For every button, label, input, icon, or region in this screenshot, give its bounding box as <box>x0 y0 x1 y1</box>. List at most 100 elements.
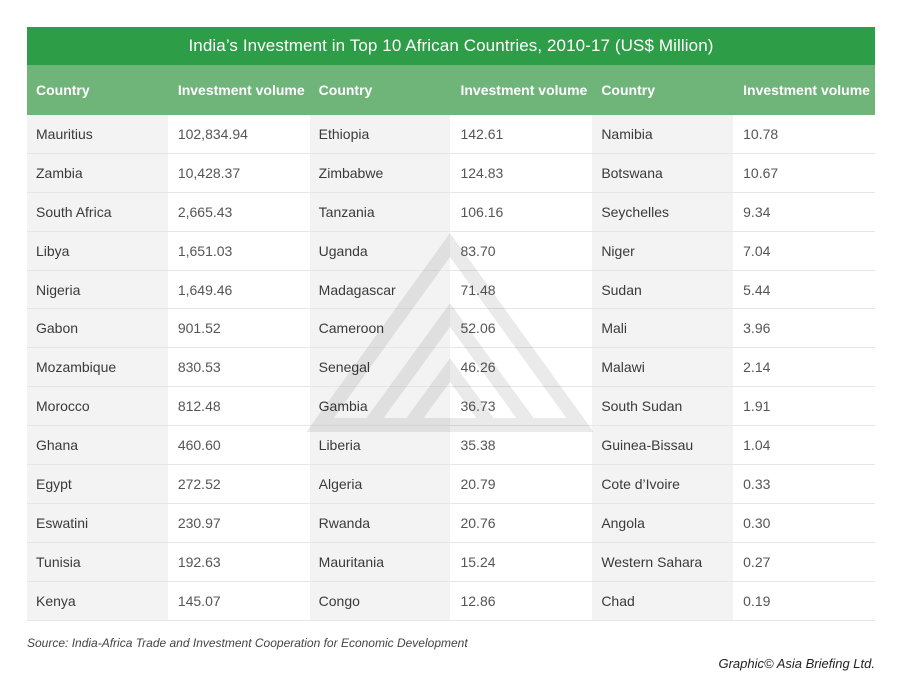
investment-value-cell: 35.38 <box>450 426 593 465</box>
investment-value-cell: 142.61 <box>450 115 593 153</box>
table-row: Mozambique 830.53 Senegal 46.26 Malawi 2.14 <box>27 348 875 388</box>
country-cell: Botswana <box>592 153 734 192</box>
investment-value-cell: 36.73 <box>450 387 593 426</box>
country-cell: Morocco <box>27 387 168 426</box>
investment-value-cell: 1,651.03 <box>167 231 310 270</box>
column-header-country: Country <box>318 82 373 98</box>
column-header-investment: Investment volume <box>743 82 870 98</box>
investment-value-cell: 0.33 <box>733 465 875 503</box>
country-cell: Libya <box>27 231 168 270</box>
country-cell: Gabon <box>27 309 168 348</box>
investment-value-cell: 2.14 <box>733 348 875 387</box>
country-cell: Egypt <box>27 465 168 503</box>
country-cell: Ethiopia <box>309 115 451 153</box>
table-header: Country Investment volume Country Invest… <box>27 65 875 115</box>
investment-value-cell: 901.52 <box>167 309 310 348</box>
graphic-credit: Graphic© Asia Briefing Ltd. <box>718 656 875 671</box>
country-cell: Madagascar <box>309 270 451 309</box>
investment-value-cell: 5.44 <box>733 270 875 309</box>
investment-value-cell: 460.60 <box>167 426 310 465</box>
country-cell: South Africa <box>27 192 168 231</box>
country-cell: Mali <box>592 309 734 348</box>
country-cell: Ghana <box>27 426 168 465</box>
investment-value-cell: 20.79 <box>450 465 593 503</box>
country-cell: South Sudan <box>592 387 734 426</box>
investment-value-cell: 9.34 <box>733 192 875 231</box>
investment-value-cell: 3.96 <box>733 309 875 348</box>
country-cell: Malawi <box>592 348 734 387</box>
investment-value-cell: 83.70 <box>450 231 593 270</box>
country-cell: Seychelles <box>592 192 734 231</box>
country-cell: Angola <box>592 503 734 542</box>
investment-value-cell: 7.04 <box>733 231 875 270</box>
column-header-investment: Investment volume <box>460 82 588 98</box>
table-row: Ghana 460.60 Liberia 35.38 Guinea-Bissau 1.04 <box>27 426 875 466</box>
country-cell: Nigeria <box>27 270 168 309</box>
investment-value-cell: 1,649.46 <box>167 270 310 309</box>
country-cell: Kenya <box>27 581 168 620</box>
investment-value-cell: 20.76 <box>450 503 593 542</box>
column-header-country: Country <box>601 82 655 98</box>
table-row: Mauritius 102,834.94 Ethiopia 142.61 Namibia… <box>27 115 875 154</box>
table-title: India’s Investment in Top 10 African Cou… <box>27 27 875 65</box>
country-cell: Mozambique <box>27 348 168 387</box>
country-cell: Algeria <box>309 465 451 503</box>
investment-value-cell: 124.83 <box>450 153 593 192</box>
investment-value-cell: 0.19 <box>733 581 875 620</box>
investment-value-cell: 15.24 <box>450 542 593 581</box>
country-cell: Niger <box>592 231 734 270</box>
table-row: Zambia 10,428.37 Zimbabwe 124.83 Botswana 10.… <box>27 153 875 193</box>
country-cell: Mauritania <box>309 542 451 581</box>
country-cell: Eswatini <box>27 503 168 542</box>
table-row: Gabon 901.52 Cameroon 52.06 Mali 3.96 <box>27 309 875 349</box>
investment-value-cell: 10,428.37 <box>167 153 310 192</box>
source-note: Source: India-Africa Trade and Investmen… <box>27 636 468 650</box>
country-cell: Rwanda <box>309 503 451 542</box>
country-cell: Zimbabwe <box>309 153 451 192</box>
country-cell: Namibia <box>592 115 734 153</box>
country-cell: Gambia <box>309 387 451 426</box>
investment-value-cell: 272.52 <box>167 465 310 503</box>
country-cell: Sudan <box>592 270 734 309</box>
country-cell: Cote d’Ivoire <box>592 465 734 503</box>
country-cell: Congo <box>309 581 451 620</box>
country-cell: Western Sahara <box>592 542 734 581</box>
country-cell: Uganda <box>309 231 451 270</box>
country-cell: Chad <box>592 581 734 620</box>
investment-value-cell: 10.67 <box>733 153 875 192</box>
investment-value-cell: 0.27 <box>733 542 875 581</box>
column-header-country: Country <box>36 82 90 98</box>
country-cell: Tanzania <box>309 192 451 231</box>
investment-value-cell: 812.48 <box>167 387 310 426</box>
investment-value-cell: 0.30 <box>733 503 875 542</box>
investment-value-cell: 1.04 <box>733 426 875 465</box>
investment-value-cell: 145.07 <box>167 581 310 620</box>
table-row: Morocco 812.48 Gambia 36.73 South Sudan 1.91 <box>27 387 875 427</box>
country-cell: Zambia <box>27 153 168 192</box>
table-row: Nigeria 1,649.46 Madagascar 71.48 Sudan 5.44 <box>27 270 875 310</box>
investment-value-cell: 46.26 <box>450 348 593 387</box>
country-cell: Mauritius <box>27 115 168 153</box>
investment-value-cell: 12.86 <box>450 581 593 620</box>
table-row: Libya 1,651.03 Uganda 83.70 Niger 7.04 <box>27 231 875 271</box>
table-body: Mauritius 102,834.94 Ethiopia 142.61 Namibia… <box>27 115 875 621</box>
investment-value-cell: 1.91 <box>733 387 875 426</box>
investment-value-cell: 830.53 <box>167 348 310 387</box>
investment-value-cell: 52.06 <box>450 309 593 348</box>
table-row: Egypt 272.52 Algeria 20.79 Cote d’Ivoire 0.33 <box>27 465 875 504</box>
country-cell: Guinea-Bissau <box>592 426 734 465</box>
investment-value-cell: 106.16 <box>450 192 593 231</box>
investment-value-cell: 102,834.94 <box>167 115 310 153</box>
table-row: Kenya 145.07 Congo 12.86 Chad 0.19 <box>27 581 875 621</box>
table-row: Eswatini 230.97 Rwanda 20.76 Angola 0.30 <box>27 503 875 543</box>
country-cell: Tunisia <box>27 542 168 581</box>
country-cell: Senegal <box>309 348 451 387</box>
investment-table: India’s Investment in Top 10 African Cou… <box>27 27 875 621</box>
investment-value-cell: 2,665.43 <box>167 192 310 231</box>
country-cell: Liberia <box>309 426 451 465</box>
country-cell: Cameroon <box>309 309 451 348</box>
investment-value-cell: 10.78 <box>733 115 875 153</box>
investment-value-cell: 71.48 <box>450 270 593 309</box>
investment-value-cell: 192.63 <box>167 542 310 581</box>
investment-value-cell: 230.97 <box>167 503 310 542</box>
